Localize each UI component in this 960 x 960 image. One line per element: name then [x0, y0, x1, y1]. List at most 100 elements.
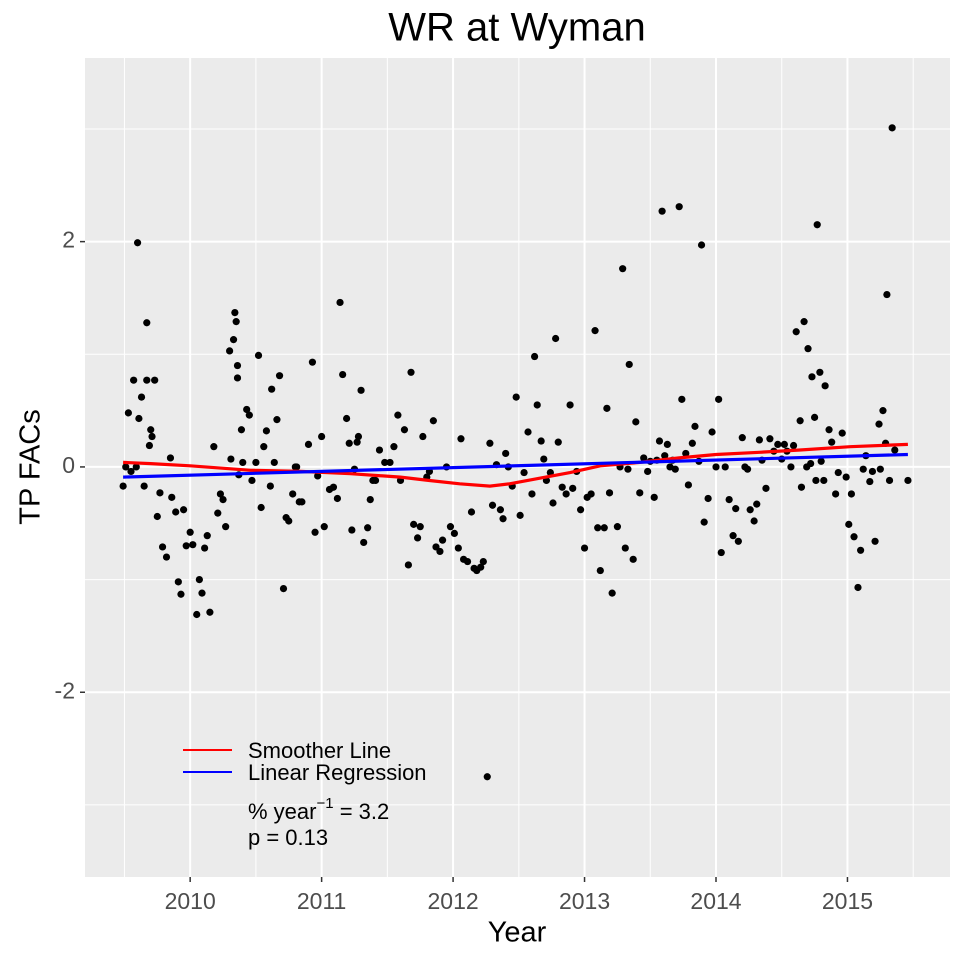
fit-line — [123, 452, 908, 479]
point — [632, 418, 640, 426]
point — [308, 358, 317, 366]
point — [678, 395, 686, 403]
point — [587, 490, 595, 498]
point — [148, 432, 156, 441]
point — [233, 374, 242, 382]
point — [357, 386, 365, 394]
point — [226, 347, 234, 355]
point — [239, 458, 247, 467]
point — [174, 578, 182, 586]
point — [704, 494, 712, 503]
point — [792, 328, 800, 336]
point — [260, 443, 268, 451]
x-tick-label: 2010 — [165, 888, 216, 914]
point — [725, 496, 733, 504]
point — [273, 416, 281, 424]
y-axis-label: TP FACs — [15, 409, 47, 525]
point — [613, 523, 622, 531]
x-tick-label: 2013 — [559, 888, 610, 914]
point — [162, 553, 171, 561]
point — [348, 526, 356, 534]
point — [842, 473, 850, 481]
point — [891, 446, 899, 454]
point — [569, 484, 577, 492]
point — [450, 529, 458, 538]
point — [279, 585, 288, 593]
point — [270, 458, 278, 467]
point — [252, 458, 260, 467]
point — [605, 489, 614, 497]
point — [336, 298, 344, 307]
point — [479, 557, 487, 566]
point — [800, 318, 808, 326]
point — [156, 489, 164, 497]
point — [182, 542, 190, 550]
point — [854, 583, 862, 592]
point — [750, 517, 758, 525]
point — [762, 484, 770, 492]
point — [655, 437, 664, 445]
point — [311, 528, 319, 536]
annotation-suffix: = 3.2 — [334, 799, 390, 824]
point — [859, 465, 867, 473]
point — [488, 501, 497, 509]
point — [127, 467, 135, 476]
annotation-text: % year — [248, 799, 316, 824]
point — [796, 417, 804, 425]
point — [808, 373, 816, 381]
point — [516, 511, 524, 519]
point — [413, 534, 422, 542]
point — [407, 368, 415, 376]
point — [353, 438, 361, 446]
point — [122, 463, 130, 471]
point — [629, 555, 637, 563]
point — [254, 351, 263, 360]
point — [715, 395, 723, 403]
point — [743, 465, 752, 473]
point — [712, 463, 720, 471]
point — [320, 523, 328, 531]
point — [143, 319, 151, 327]
point — [812, 476, 820, 485]
point — [530, 352, 539, 361]
point — [537, 437, 545, 445]
point — [438, 536, 447, 544]
point — [624, 465, 632, 473]
point — [682, 449, 690, 458]
point — [650, 493, 658, 501]
point — [394, 411, 402, 419]
point — [636, 489, 644, 497]
point — [603, 404, 611, 412]
point — [780, 440, 788, 449]
point — [364, 524, 372, 532]
point — [817, 457, 825, 465]
point — [268, 385, 276, 393]
point — [457, 435, 465, 443]
point — [318, 432, 326, 441]
point — [640, 454, 648, 462]
point — [289, 490, 297, 498]
point — [266, 482, 274, 490]
point — [243, 405, 251, 414]
point — [360, 538, 368, 547]
point — [151, 376, 159, 384]
point — [879, 407, 887, 415]
x-tick-label: 2014 — [690, 888, 741, 914]
point — [528, 490, 536, 498]
point — [885, 476, 894, 485]
point — [216, 490, 225, 498]
point — [774, 440, 782, 449]
point — [876, 465, 884, 473]
point — [386, 458, 394, 467]
point — [644, 467, 652, 476]
point — [594, 524, 602, 532]
point — [222, 523, 230, 531]
point — [625, 360, 633, 369]
point — [140, 482, 148, 490]
x-tick-label: 2012 — [427, 888, 478, 914]
point — [206, 608, 214, 616]
point — [285, 517, 293, 525]
point — [483, 773, 491, 781]
point — [345, 439, 353, 447]
